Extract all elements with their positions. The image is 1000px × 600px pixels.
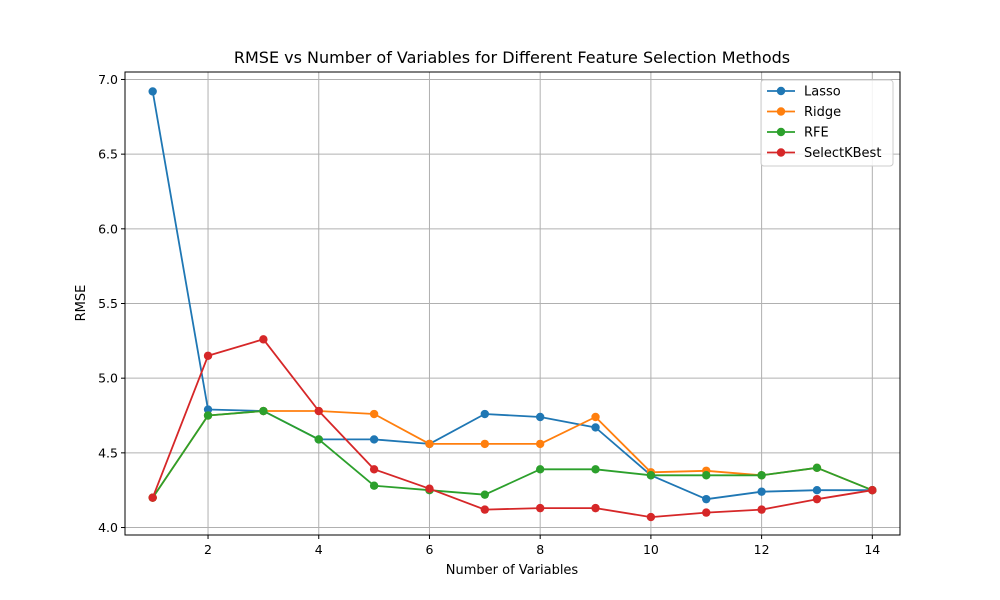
data-point-selectkbest [868,485,877,495]
data-point-selectkbest [369,465,379,474]
y-tick-label: 5.5 [98,296,118,311]
data-point-lasso [702,494,711,504]
data-point-rfe [203,411,213,420]
series-ridge [148,406,877,502]
x-tick-label: 10 [643,542,659,557]
data-point-selectkbest [757,505,766,514]
x-tick-label: 6 [425,542,433,557]
data-point-lasso [535,412,545,422]
data-point-selectkbest [812,494,822,504]
y-axis-ticks: 4.0 4.5 5.0 5.5 6.0 6.5 7.0 [98,72,125,535]
data-point-ridge [369,409,379,419]
x-tick-label: 12 [754,542,770,557]
y-tick-label: 4.0 [98,520,118,535]
x-tick-label: 8 [536,542,544,557]
data-point-selectkbest [480,505,490,514]
x-axis-ticks: 2 4 6 8 10 12 14 [204,535,880,557]
data-point-selectkbest [591,503,600,513]
x-tick-label: 14 [864,542,880,557]
data-point-lasso [369,435,379,444]
legend-label: SelectKBest [804,146,881,161]
y-tick-label: 7.0 [98,72,118,87]
x-tick-label: 4 [315,542,323,557]
y-axis-label: RMSE [74,285,89,322]
y-tick-label: 5.0 [98,371,118,386]
series-selectkbest [148,335,877,522]
data-point-selectkbest [425,484,434,493]
series-layer [148,87,877,522]
legend-swatch-marker [776,107,786,116]
data-point-ridge [535,439,545,449]
data-point-rfe [591,465,600,474]
data-point-selectkbest [646,512,656,522]
series-rfe [148,406,877,502]
data-point-rfe [812,463,822,472]
data-point-rfe [259,406,268,416]
data-point-rfe [757,471,766,480]
series-line-rfe [151,410,873,499]
legend-label: Lasso [804,85,841,100]
data-point-lasso [591,423,600,432]
data-point-selectkbest [203,351,213,360]
data-point-rfe [535,465,545,474]
data-point-rfe [314,435,323,444]
chart-title: RMSE vs Number of Variables for Differen… [234,48,790,67]
legend-item-ridge: Ridge [767,105,841,120]
legend-swatch-marker [776,86,786,96]
data-point-rfe [480,490,490,499]
legend-item-rfe: RFE [767,126,829,141]
data-point-lasso [203,405,213,414]
data-point-ridge [591,412,600,422]
data-point-selectkbest [702,508,711,517]
data-point-rfe [646,471,656,480]
legend-label: RFE [804,126,829,141]
data-point-lasso [480,409,490,419]
data-point-lasso [148,87,157,96]
data-point-selectkbest [259,335,268,344]
y-tick-label: 6.5 [98,147,118,162]
series-line-ridge [151,410,873,499]
y-tick-label: 4.5 [98,445,118,460]
data-point-ridge [425,439,434,449]
legend: Lasso Ridge RFE SelectKBest [760,79,894,167]
y-tick-label: 6.0 [98,221,118,236]
data-point-selectkbest [148,493,157,502]
data-point-rfe [369,481,379,490]
legend-item-lasso: Lasso [767,85,841,100]
data-point-ridge [480,439,490,449]
x-axis-label: Number of Variables [446,563,579,578]
series-line-selectkbest [151,338,873,518]
legend-box [760,79,894,167]
data-point-lasso [757,487,766,496]
legend-label: Ridge [804,105,841,120]
legend-item-selectkbest: SelectKBest [767,146,881,161]
legend-swatch-marker [776,148,786,157]
legend-swatch-marker [776,127,786,137]
data-point-rfe [702,471,711,480]
x-tick-label: 2 [204,542,212,557]
data-point-selectkbest [535,503,545,513]
data-point-lasso [812,485,822,495]
data-point-selectkbest [314,406,323,416]
